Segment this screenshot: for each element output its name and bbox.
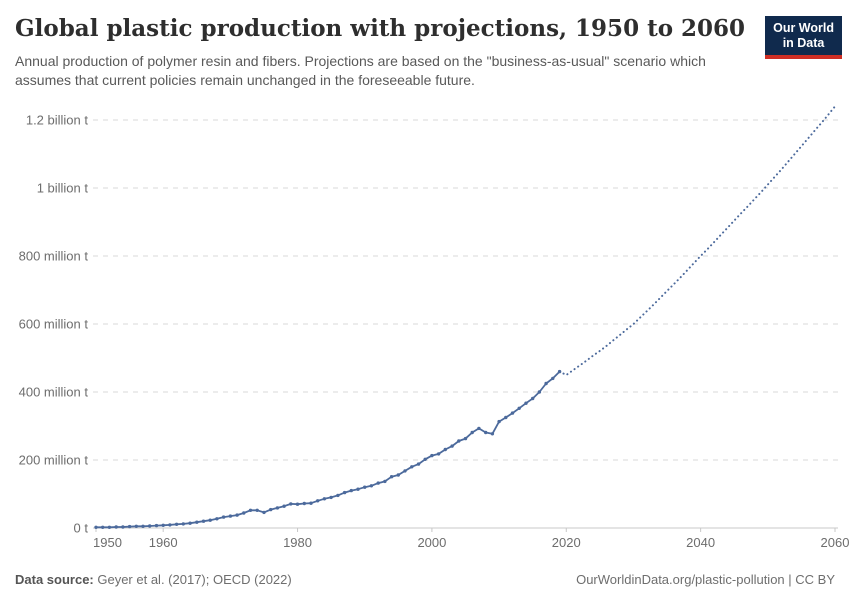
data-point-marker[interactable]	[195, 520, 199, 524]
data-point-marker[interactable]	[551, 376, 555, 381]
data-point-marker[interactable]	[248, 508, 253, 512]
data-point-marker[interactable]	[174, 522, 179, 526]
data-point-marker[interactable]	[376, 481, 380, 485]
data-point-marker[interactable]	[154, 523, 159, 528]
data-point-marker[interactable]	[403, 469, 407, 473]
data-point-marker[interactable]	[309, 501, 313, 505]
chart-subtitle: Annual production of polymer resin and f…	[15, 53, 706, 89]
data-source: Data source: Geyer et al. (2017); OECD (…	[15, 572, 292, 587]
owid-logo-line1: Our World	[773, 21, 834, 35]
data-point-marker[interactable]	[235, 513, 239, 517]
series-observed-line	[96, 370, 561, 529]
data-point-marker[interactable]	[423, 457, 427, 461]
data-point-marker[interactable]	[181, 522, 185, 526]
data-point-marker[interactable]	[329, 495, 333, 500]
data-point-marker[interactable]	[242, 511, 246, 515]
footer-attribution-link[interactable]: OurWorldinData.org/plastic-pollution | C…	[576, 572, 835, 587]
data-point-marker[interactable]	[282, 504, 286, 508]
data-point-marker[interactable]	[148, 524, 152, 528]
y-axis-tick-label: 800 million t	[19, 249, 89, 264]
chart-title: Global plastic production with projectio…	[15, 15, 746, 42]
data-point-marker[interactable]	[504, 415, 508, 420]
data-point-marker[interactable]	[531, 396, 535, 401]
data-point-marker[interactable]	[134, 524, 138, 528]
data-point-marker[interactable]	[544, 381, 548, 386]
y-axis-tick-label: 1 billion t	[37, 181, 89, 196]
data-point-marker[interactable]	[369, 484, 374, 488]
data-point-marker[interactable]	[208, 518, 212, 522]
data-point-marker[interactable]	[443, 447, 447, 452]
data-point-marker[interactable]	[302, 501, 306, 506]
data-point-marker[interactable]	[141, 524, 145, 528]
data-point-marker[interactable]	[342, 490, 347, 495]
data-point-marker[interactable]	[517, 406, 521, 410]
x-axis-tick-label: 2020	[552, 535, 581, 550]
data-point-marker[interactable]	[127, 524, 132, 529]
x-axis-tick-label: 1960	[149, 535, 178, 550]
data-point-marker[interactable]	[121, 525, 125, 529]
x-axis-tick-label: 2040	[686, 535, 715, 550]
data-point-marker[interactable]	[389, 475, 394, 479]
x-axis-tick-label: 1950	[93, 535, 122, 550]
data-point-marker[interactable]	[450, 444, 454, 448]
data-point-marker[interactable]	[497, 419, 501, 424]
data-point-marker[interactable]	[228, 514, 233, 518]
data-point-marker[interactable]	[221, 515, 226, 519]
data-source-label: Data source:	[15, 572, 94, 587]
data-point-marker[interactable]	[262, 510, 266, 515]
data-point-marker[interactable]	[201, 519, 206, 523]
y-axis-tick-label: 0 t	[74, 521, 89, 536]
data-point-marker[interactable]	[269, 507, 273, 512]
data-point-marker[interactable]	[255, 508, 259, 512]
data-point-marker[interactable]	[114, 525, 118, 529]
data-point-marker[interactable]	[484, 430, 488, 435]
data-point-marker[interactable]	[322, 497, 327, 501]
y-axis-tick-label: 1.2 billion t	[26, 113, 89, 128]
y-axis-tick-label: 400 million t	[19, 385, 89, 400]
data-point-marker[interactable]	[416, 462, 421, 466]
x-axis-tick-label: 1980	[283, 535, 312, 550]
data-point-marker[interactable]	[470, 430, 474, 435]
data-point-marker[interactable]	[457, 439, 461, 443]
owid-logo: Our World in Data	[765, 16, 842, 59]
owid-logo-line2: in Data	[782, 36, 825, 50]
data-point-marker[interactable]	[477, 426, 481, 431]
data-point-marker[interactable]	[215, 517, 219, 521]
data-point-marker[interactable]	[101, 525, 105, 529]
data-point-marker[interactable]	[463, 436, 468, 441]
data-point-marker[interactable]	[430, 453, 434, 458]
x-axis-tick-label: 2000	[417, 535, 446, 550]
data-point-marker[interactable]	[107, 525, 112, 529]
data-point-marker[interactable]	[94, 525, 98, 529]
data-point-marker[interactable]	[537, 390, 542, 394]
data-point-marker[interactable]	[524, 401, 528, 405]
data-source-text: Geyer et al. (2017); OECD (2022)	[93, 572, 292, 587]
data-point-marker[interactable]	[363, 485, 367, 489]
chart-canvas[interactable]: 0 t 200 million t 400 million t 600 million…	[0, 98, 850, 568]
data-point-marker[interactable]	[349, 488, 353, 493]
series-projection-line	[558, 105, 836, 377]
y-axis-tick-label: 200 million t	[19, 453, 89, 468]
data-point-marker[interactable]	[161, 523, 165, 527]
data-point-marker[interactable]	[168, 523, 172, 527]
data-point-marker[interactable]	[188, 521, 192, 525]
data-point-marker[interactable]	[410, 465, 414, 469]
data-point-marker[interactable]	[336, 493, 340, 498]
data-point-marker[interactable]	[510, 411, 515, 415]
data-point-marker[interactable]	[289, 502, 293, 506]
data-point-marker[interactable]	[295, 502, 300, 506]
data-point-marker[interactable]	[383, 479, 387, 484]
data-point-marker[interactable]	[436, 452, 441, 456]
data-point-marker[interactable]	[316, 499, 320, 503]
x-axis-tick-label: 2060	[821, 535, 850, 550]
y-axis-tick-label: 600 million t	[19, 317, 89, 332]
data-point-marker[interactable]	[356, 487, 360, 491]
data-point-marker[interactable]	[275, 506, 280, 510]
data-point-marker[interactable]	[396, 473, 400, 477]
data-point-marker[interactable]	[490, 432, 495, 436]
